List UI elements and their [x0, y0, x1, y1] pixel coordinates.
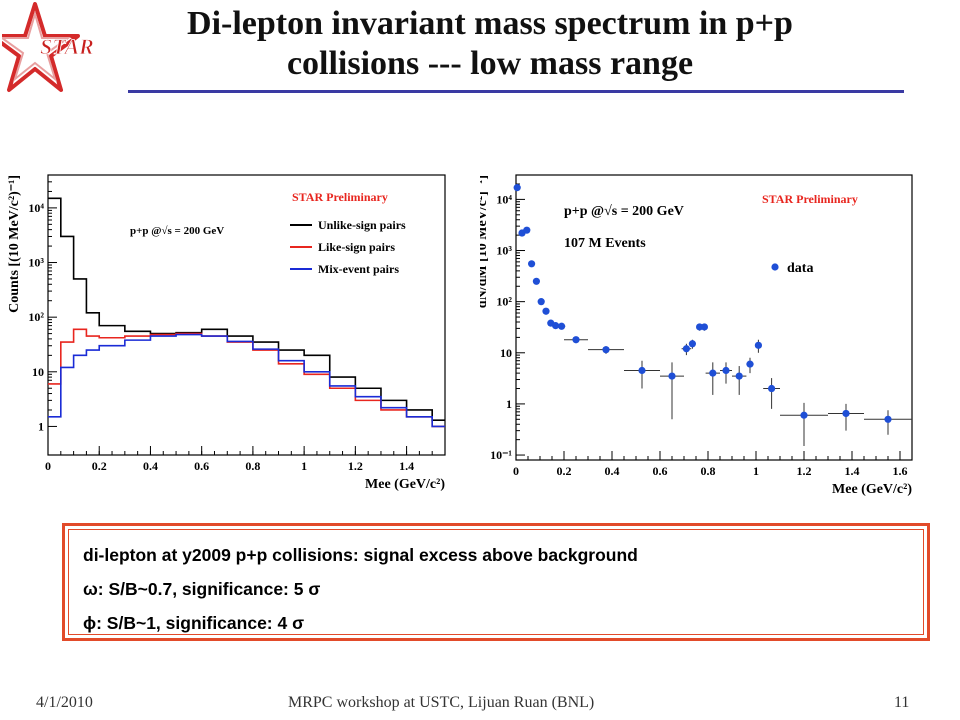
- x-tick-label: 0.4: [605, 464, 620, 478]
- data-point: [768, 384, 776, 393]
- annotation-events: 107 M Events: [564, 236, 646, 251]
- star-logo-text: STAR: [40, 34, 94, 59]
- summary-line: ω: S/B~0.7, significance: 5 σ: [83, 579, 321, 599]
- summary-line: di-lepton at y2009 p+p collisions: signa…: [83, 545, 638, 565]
- x-tick-label: 1: [753, 464, 759, 478]
- series-line: [48, 197, 445, 422]
- legend-label: Like-sign pairs: [318, 240, 395, 254]
- legend-label: Unlike-sign pairs: [318, 218, 406, 232]
- x-tick-label: 0.6: [653, 464, 668, 478]
- chart-mass-spectrum-data: 0 0.2 0.4 0.6 0.8 1 1.2 1.4 1.6 10⁻¹ 1 10 10² 10³ 10⁴ M…: [480, 165, 940, 505]
- y-tick-label: 10⁴: [28, 201, 44, 215]
- x-tick-label: 1.4: [845, 464, 860, 478]
- x-axis-label: Mee (GeV/c²): [365, 477, 445, 492]
- data-point: [528, 260, 536, 268]
- y-tick-label: 10³: [28, 256, 44, 270]
- y-axis-label: Counts [(10 MeV/c²)⁻¹]: [7, 175, 22, 313]
- summary-box: di-lepton at y2009 p+p collisions: signa…: [62, 523, 930, 641]
- x-tick-label: 0: [45, 459, 51, 473]
- data-point: [709, 369, 717, 377]
- x-tick-label: 0.4: [143, 459, 158, 473]
- plot-frame: [47, 174, 446, 456]
- x-tick-label: 0.2: [557, 464, 572, 478]
- data-point: [842, 409, 850, 418]
- data-point: [532, 277, 540, 285]
- data-point: [688, 340, 696, 348]
- data-point: [800, 411, 808, 419]
- data-point: [722, 366, 730, 375]
- data-point: [602, 346, 610, 354]
- data-point: [735, 372, 743, 380]
- star-logo: STAR: [2, 2, 94, 92]
- data-point: [513, 184, 521, 192]
- y-tick-label: 10⁴: [496, 192, 512, 206]
- data-point: [700, 323, 708, 331]
- data-point: [682, 345, 690, 353]
- y-tick-label: 10³: [496, 244, 512, 258]
- chart-bg: [0, 165, 460, 505]
- data-point: [668, 372, 676, 380]
- data-point: [537, 298, 545, 306]
- footer-page-number: 11: [894, 694, 910, 711]
- data-point: [542, 307, 550, 315]
- y-tick-label: 10²: [496, 295, 512, 309]
- star-shape-inner: [2, 10, 72, 82]
- x-tick-label: 1.4: [399, 459, 414, 473]
- y-tick-label: 10⁻¹: [490, 448, 512, 462]
- data-point: [884, 415, 892, 423]
- y-tick-label: 10²: [28, 310, 44, 324]
- x-tick-label: 0.2: [92, 459, 107, 473]
- data-point: [558, 322, 566, 330]
- legend-label: Mix-event pairs: [318, 262, 399, 276]
- title-rule: [128, 90, 904, 93]
- chart-mass-spectrum-pairs: 0 0.2 0.4 0.6 0.8 1 1.2 1.4 1 10 10² 10³ 10⁴ Mee (GeV…: [0, 165, 460, 505]
- data-point: [552, 322, 560, 330]
- annotation-preliminary: STAR Preliminary: [762, 192, 858, 206]
- slide-title: Di-lepton invariant mass spectrum in p+p…: [120, 4, 860, 84]
- star-shape: [2, 2, 80, 92]
- y-tick-label: 1: [506, 397, 512, 411]
- y-tick-label: 10: [32, 365, 44, 379]
- data-point: [754, 341, 762, 349]
- y-tick-label: 10: [500, 346, 512, 360]
- footer-date: 4/1/2010: [36, 694, 93, 711]
- summary-box-inner: di-lepton at y2009 p+p collisions: signa…: [68, 529, 924, 635]
- title-line-2: collisions --- low mass range: [286, 45, 694, 82]
- x-tick-label: 0: [513, 464, 519, 478]
- x-tick-label: 1.2: [797, 464, 812, 478]
- y-axis-label: dN/dM [10 MeV/c²]⁻¹]: [480, 175, 490, 308]
- data-point: [523, 226, 531, 234]
- series-line: [48, 333, 445, 428]
- y-tick-label: 1: [38, 419, 44, 433]
- annotation-energy: p+p @√s = 200 GeV: [130, 225, 224, 237]
- legend-label: data: [787, 261, 813, 276]
- x-tick-label: 1.6: [893, 464, 908, 478]
- x-axis-label: Mee (GeV/c²): [832, 482, 912, 497]
- x-tick-label: 0.8: [701, 464, 716, 478]
- annotation-preliminary: STAR Preliminary: [292, 190, 388, 204]
- x-tick-label: 1: [301, 459, 307, 473]
- annotation-energy: p+p @√s = 200 GeV: [564, 204, 684, 219]
- x-tick-label: 1.2: [348, 459, 363, 473]
- data-point: [638, 366, 646, 375]
- x-tick-label: 0.8: [245, 459, 260, 473]
- footer-text: MRPC workshop at USTC, Lijuan Ruan (BNL): [288, 694, 595, 711]
- x-tick-label: 0.6: [194, 459, 209, 473]
- legend-swatch: [771, 263, 779, 271]
- chart-bg: [480, 165, 940, 505]
- summary-line: ϕ: S/B~1, significance: 4 σ: [83, 613, 305, 633]
- data-point: [746, 360, 754, 368]
- data-point: [572, 336, 580, 344]
- title-line-1: Di-lepton invariant mass spectrum in p+p: [187, 5, 793, 42]
